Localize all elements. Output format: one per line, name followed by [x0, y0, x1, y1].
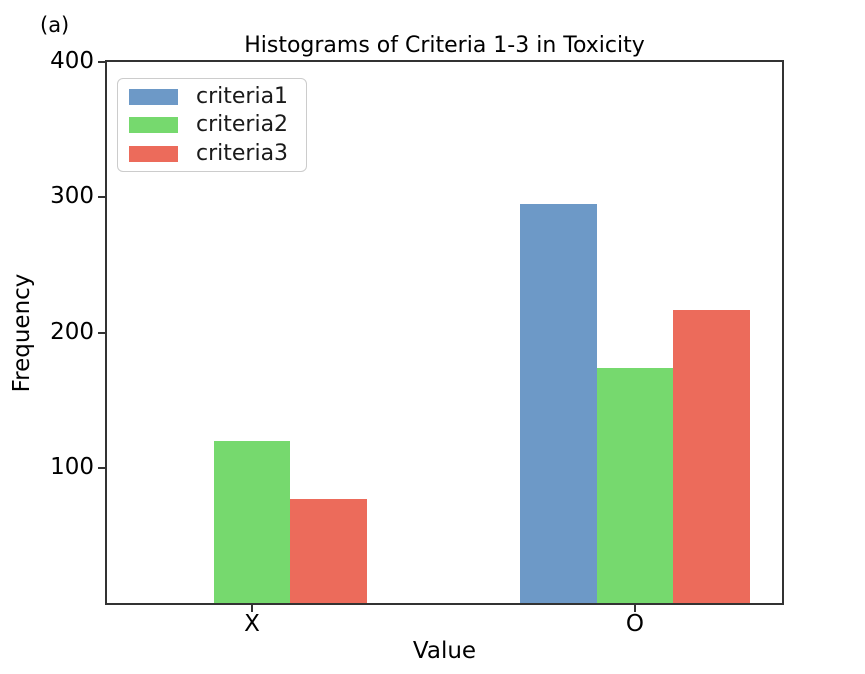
bar-criteria2-X: [213, 440, 291, 603]
x-tick-mark-O: [633, 605, 636, 612]
legend-label-criteria1: criteria1: [196, 83, 289, 109]
x-tick-mark-X: [250, 605, 253, 612]
legend-swatch-criteria2: [129, 117, 178, 133]
x-tick-label-X: X: [244, 611, 260, 637]
plot-area: criteria1 criteria2 criteria3: [105, 60, 784, 605]
figure-panel-label: (a): [40, 13, 70, 37]
legend-label-criteria3: criteria3: [196, 140, 289, 166]
y-tick-mark-400: [98, 61, 105, 63]
bar-criteria3-O: [673, 309, 750, 603]
y-tick-label-300: 300: [50, 183, 94, 210]
legend-label-criteria2: criteria2: [196, 112, 289, 137]
y-tick-mark-100: [98, 466, 105, 469]
x-axis-label: Value: [412, 638, 477, 664]
y-tick-label-400: 400: [50, 47, 94, 74]
y-tick-label-100: 100: [50, 453, 94, 480]
chart-title: Histograms of Criteria 1-3 in Toxicity: [244, 33, 645, 58]
y-tick-mark-300: [98, 196, 105, 199]
legend-entry-criteria1: criteria1: [129, 83, 306, 109]
bar-criteria2-O: [596, 367, 674, 603]
bar-criteria1-O: [520, 204, 597, 603]
y-tick-mark-200: [98, 331, 105, 334]
y-tick-label-200: 200: [50, 318, 94, 345]
legend-entry-criteria3: criteria3: [129, 140, 306, 166]
legend-swatch-criteria3: [129, 145, 178, 162]
x-tick-label-O: O: [625, 611, 645, 637]
bar-criteria3-X: [290, 498, 367, 603]
legend-swatch-criteria1: [129, 88, 178, 105]
legend-entry-criteria2: criteria2: [129, 114, 306, 136]
legend: criteria1 criteria2 criteria3: [117, 78, 307, 172]
